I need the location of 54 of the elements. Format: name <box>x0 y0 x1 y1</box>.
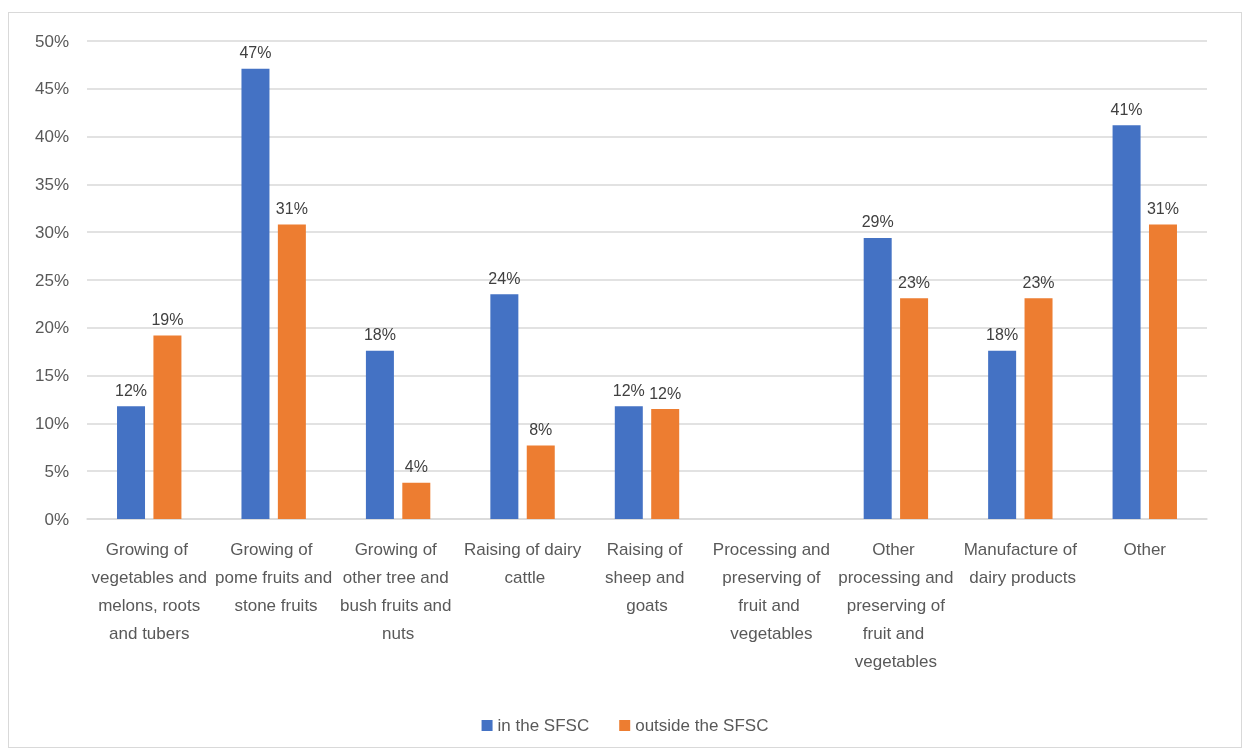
bar <box>863 237 892 519</box>
data-label: 24% <box>488 269 521 287</box>
data-label: 4% <box>404 458 428 476</box>
x-tick-label: Raising of dairy cattle <box>463 539 582 587</box>
bar <box>1148 224 1177 519</box>
bar <box>490 294 519 519</box>
x-tick-label: Processing and preserving of fruit and vegetables <box>712 539 831 643</box>
data-label: 23% <box>1022 273 1055 291</box>
y-tick-label: 40% <box>34 127 69 147</box>
bar <box>241 68 270 519</box>
legend-label: outside the SFSC <box>635 716 769 735</box>
y-tick-label: 30% <box>34 222 69 242</box>
x-tick-label: Growing of other tree and bush fruits and nuts <box>339 539 457 643</box>
data-label: 47% <box>239 44 272 62</box>
bar <box>153 335 182 519</box>
y-tick-label: 25% <box>34 270 69 290</box>
bar <box>402 482 431 519</box>
y-tick-label: 35% <box>34 174 69 194</box>
data-label: 12% <box>649 384 682 402</box>
bar <box>651 409 680 519</box>
y-tick-label: 50% <box>34 31 69 51</box>
bar <box>277 224 306 519</box>
bar <box>526 445 555 519</box>
x-tick-label: Other processing and preserving of fruit and vegetables <box>838 539 954 671</box>
data-label: 23% <box>898 273 931 291</box>
bar <box>117 406 146 519</box>
y-tick-label: 20% <box>34 318 69 338</box>
data-label: 18% <box>986 326 1019 344</box>
bar <box>900 298 929 519</box>
y-tick-label: 5% <box>44 461 69 481</box>
bar <box>614 406 643 519</box>
data-label: 12% <box>612 381 645 399</box>
x-tick-label: Growing of pome fruits and stone fruits <box>215 539 333 615</box>
y-tick-label: 0% <box>44 509 69 529</box>
bar <box>1024 298 1053 519</box>
y-tick-label: 45% <box>34 79 69 99</box>
x-tick-label: Growing of vegetables and melons, roots and tubers <box>91 539 207 643</box>
bar <box>365 350 394 519</box>
y-tick-label: 15% <box>34 366 69 386</box>
data-label: 29% <box>861 213 894 231</box>
bar <box>1112 125 1141 519</box>
data-label: 31% <box>1146 200 1179 218</box>
data-label: 41% <box>1110 100 1143 118</box>
data-label: 31% <box>275 200 308 218</box>
data-label: 12% <box>115 381 148 399</box>
x-tick-label: Other <box>1123 539 1167 559</box>
data-label: 8% <box>529 420 553 438</box>
x-tick-label: Manufacture of dairy products <box>963 539 1078 587</box>
legend-label: in the SFSC <box>497 716 590 735</box>
y-tick-label: 10% <box>34 413 69 433</box>
bar <box>988 350 1017 519</box>
data-label: 19% <box>151 310 184 328</box>
data-label: 18% <box>363 326 396 344</box>
x-tick-label: Raising of sheep and goats <box>604 539 690 615</box>
